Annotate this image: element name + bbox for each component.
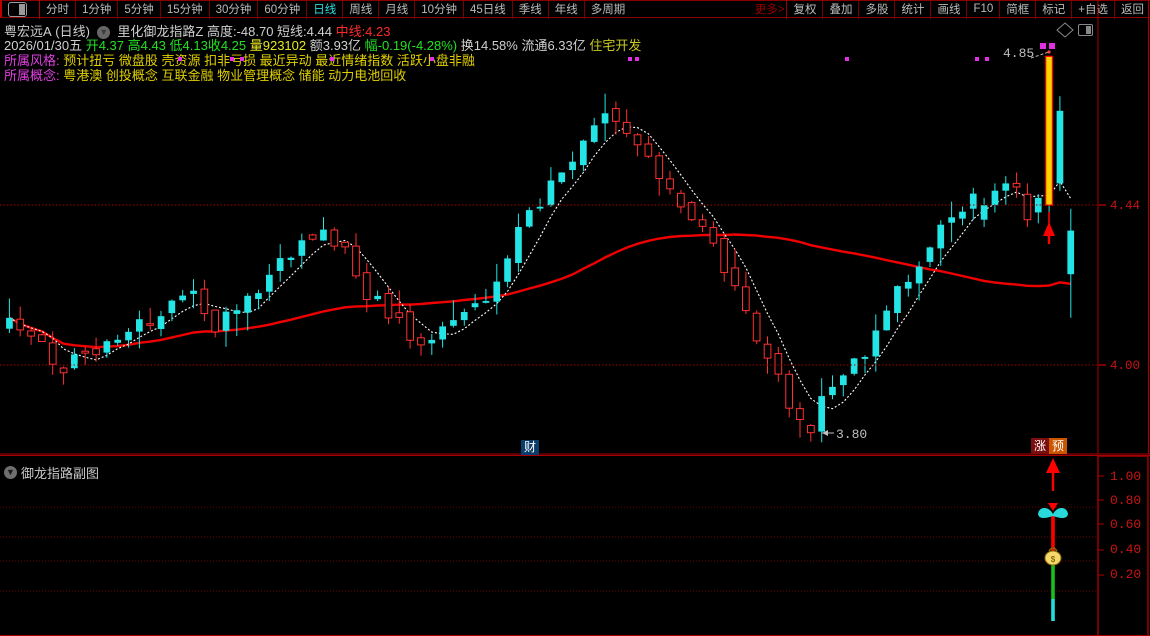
svg-text:0.40: 0.40 <box>1110 542 1141 557</box>
svg-text:$: $ <box>1051 555 1056 564</box>
svg-text:3.80: 3.80 <box>836 427 867 442</box>
svg-text:0.60: 0.60 <box>1110 517 1141 532</box>
svg-text:4.44: 4.44 <box>1110 199 1140 213</box>
svg-text:0.80: 0.80 <box>1110 493 1141 508</box>
svg-text:0.20: 0.20 <box>1110 567 1141 582</box>
svg-text:1.00: 1.00 <box>1110 469 1141 484</box>
svg-text:4.00: 4.00 <box>1110 359 1140 373</box>
